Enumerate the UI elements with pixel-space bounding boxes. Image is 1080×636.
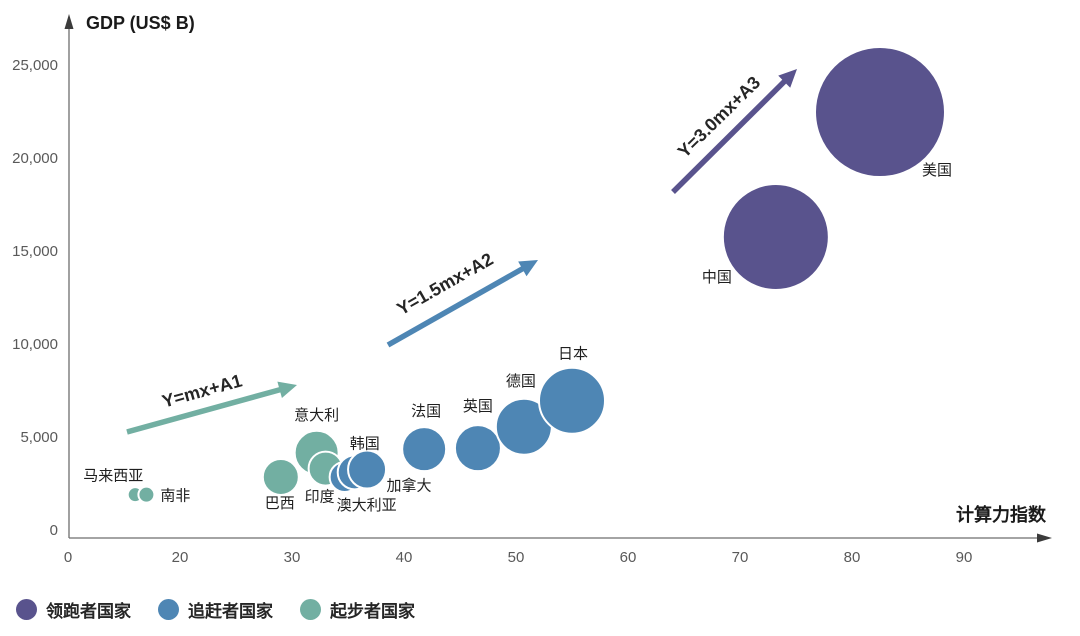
bubble-label-italy: 意大利 [294, 406, 339, 424]
bubble-label-australia: 澳大利亚 [337, 497, 397, 514]
x-axis-title: 计算力指数 [956, 504, 1047, 525]
x-tick-label: 40 [396, 549, 413, 566]
trend-arrow-head-icon-leader-trend [778, 69, 797, 88]
y-tick-label: 15,000 [12, 243, 58, 260]
bubble-brazil [261, 457, 300, 496]
bubble-uk [453, 424, 502, 473]
x-tick-label: 30 [284, 549, 301, 566]
trend-arrow-leader-trend [671, 76, 789, 194]
legend-label-chaser: 追赶者国家 [188, 602, 273, 621]
y-tick-label: 0 [50, 522, 58, 539]
bubble-china [721, 183, 830, 292]
bubble-label-japan: 日本 [558, 346, 588, 363]
x-tick-label: 50 [508, 549, 525, 566]
x-axis-arrow-icon [1037, 533, 1052, 543]
trend-arrow-starter-trend [126, 386, 285, 435]
legend-item-chaser: 追赶者国家 [158, 597, 273, 622]
bubble-label-usa: 美国 [922, 162, 952, 179]
trend-arrow-head-icon-chaser-trend [518, 260, 538, 277]
bubble-label-uk: 英国 [463, 397, 493, 415]
bubble-chart: GDP (US$ B) 计算力指数 0 5,000 10,000 15,000 20,000… [12, 13, 1052, 566]
x-tick-label: 60 [620, 549, 637, 566]
bubble-label-brazil: 巴西 [265, 495, 295, 512]
trend-arrow-head-icon-starter-trend [277, 381, 297, 398]
y-tick-label: 10,000 [12, 336, 58, 353]
legend-label-starter: 起步者国家 [330, 602, 415, 621]
y-tick-label: 20,000 [12, 150, 58, 167]
legend-item-starter: 起步者国家 [300, 597, 415, 622]
x-tick-label: 0 [64, 549, 72, 566]
x-tick-label: 90 [956, 549, 973, 566]
legend: 领跑者国家 追赶者国家 起步者国家 [16, 597, 415, 622]
y-tick-label: 5,000 [20, 429, 58, 446]
y-axis-title: GDP (US$ B) [86, 13, 195, 33]
x-tick-label: 80 [844, 549, 861, 566]
bubble-label-china: 中国 [702, 269, 732, 286]
bubble-japan [538, 366, 606, 435]
bubble-label-india: 印度 [305, 489, 335, 506]
bubble-south-africa [137, 485, 156, 504]
trend-label-chaser-trend: Y=1.5mx+A2 [393, 249, 496, 319]
x-tick-label: 20 [172, 549, 189, 566]
legend-dot-chaser [158, 599, 179, 620]
bubble-label-canada: 加拿大 [387, 477, 432, 495]
bubble-label-germany: 德国 [506, 372, 536, 390]
y-axis-arrow-icon [64, 14, 74, 29]
bubble-label-south-korea: 韩国 [350, 435, 380, 452]
x-tick-label: 70 [732, 549, 749, 566]
bubble-label-south-africa: 南非 [160, 488, 190, 505]
legend-dot-leader [16, 599, 37, 620]
bubble-usa [814, 46, 946, 179]
legend-dot-starter [300, 599, 321, 620]
y-tick-label: 25,000 [12, 57, 58, 74]
legend-label-leader: 领跑者国家 [46, 602, 131, 621]
bubble-canada [347, 449, 388, 490]
trend-arrow-chaser-trend [386, 264, 528, 348]
bubble-label-malaysia: 马来西亚 [83, 468, 143, 485]
bubble-france [401, 426, 448, 473]
legend-item-leader: 领跑者国家 [16, 597, 131, 622]
bubble-label-france: 法国 [411, 403, 441, 420]
